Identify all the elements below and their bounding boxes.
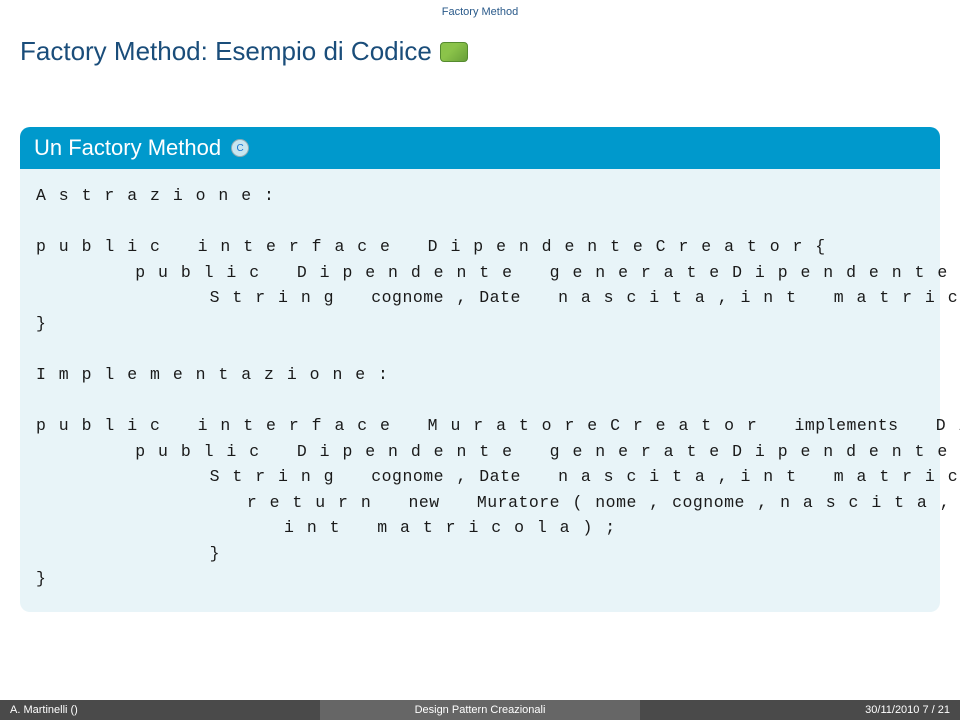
slide-title-row: Factory Method: Esempio di Codice	[0, 18, 960, 87]
code-listing: A s t r a z i o n e : p u b l i c i n t …	[36, 183, 924, 592]
slide-title-text: Factory Method: Esempio di Codice	[20, 36, 432, 67]
block-title-icon: C	[231, 139, 249, 157]
footer: A. Martinelli () Design Pattern Creazion…	[0, 700, 960, 720]
section-header: Factory Method	[0, 0, 960, 18]
footer-page: 30/11/2010 7 / 21	[640, 700, 960, 720]
footer-title: Design Pattern Creazionali	[320, 700, 640, 720]
title-decoration-icon	[440, 42, 468, 62]
block-title-text: Un Factory Method	[34, 135, 221, 161]
footer-author: A. Martinelli ()	[0, 700, 320, 720]
block-body: A s t r a z i o n e : p u b l i c i n t …	[20, 169, 940, 612]
block-title-bar: Un Factory Method C	[20, 127, 940, 169]
